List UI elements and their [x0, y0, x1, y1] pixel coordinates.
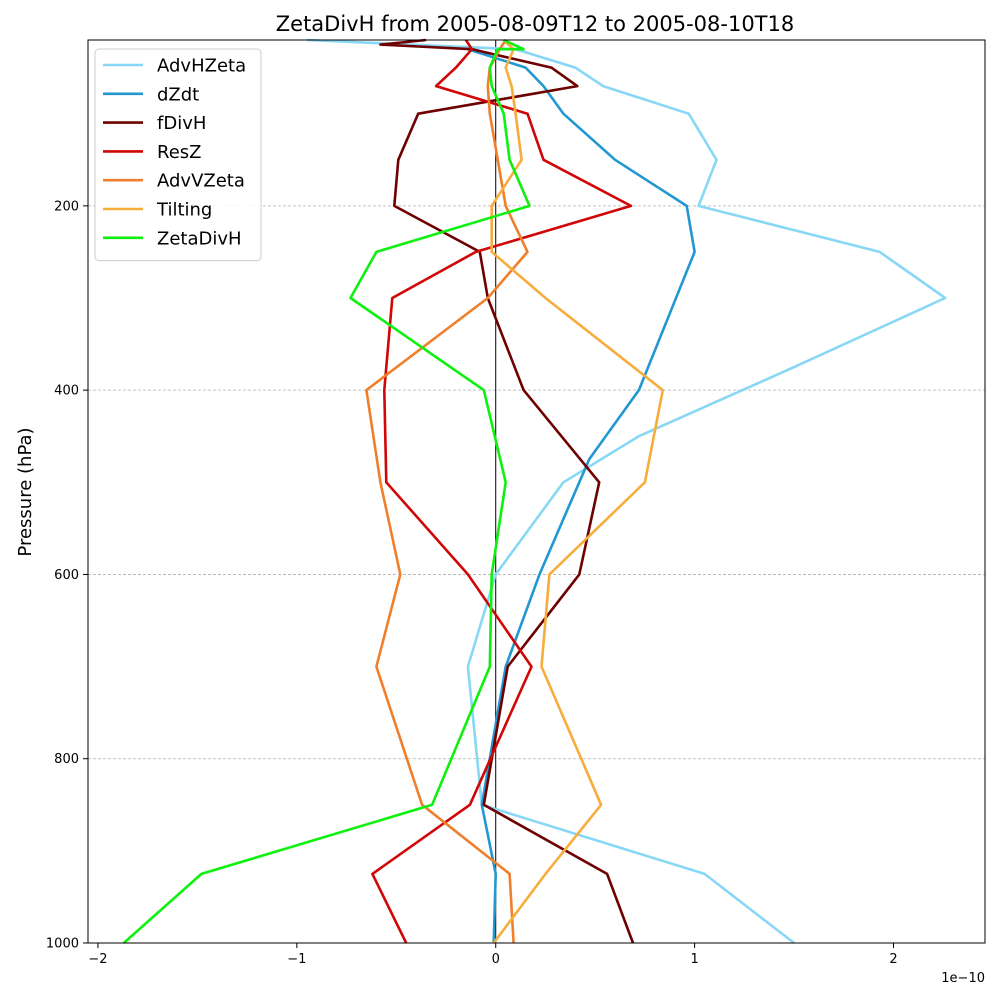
- x-tick-label: −1: [287, 952, 306, 967]
- y-axis-label: Pressure (hPa): [15, 427, 36, 556]
- y-tick-label: 1000: [46, 937, 79, 952]
- legend-label-advvzeta: AdvVZeta: [157, 171, 245, 192]
- axis-ticks: −2 −1 0 1 2 200 400 600 800 1000: [46, 199, 898, 967]
- series-line-tilting: [490, 39, 665, 944]
- series-line-advhzeta: [306, 38, 947, 945]
- y-tick-label: 400: [54, 384, 79, 399]
- legend-label-zetadivh: ZetaDivH: [157, 228, 242, 249]
- plot-frame: [87, 39, 986, 944]
- x-scale-label: 1e−10: [941, 971, 985, 986]
- y-tick-label: 800: [54, 752, 79, 767]
- x-tick-label: 1: [690, 952, 698, 967]
- y-tick-label: 200: [54, 199, 79, 214]
- legend-label-dzdt: dZdt: [157, 84, 199, 105]
- series-line-zetadivh: [122, 38, 531, 944]
- x-tick-label: 0: [492, 952, 500, 967]
- plot-area: [122, 38, 947, 945]
- legend-label-fdivh: fDivH: [157, 113, 206, 134]
- grid: [88, 40, 985, 943]
- y-tick-label: 600: [54, 568, 79, 583]
- legend-label-tilting: Tilting: [156, 200, 212, 221]
- chart-title: ZetaDivH from 2005-08-09T12 to 2005-08-1…: [276, 12, 794, 36]
- x-tick-label: 2: [889, 952, 897, 967]
- series-line-resz: [371, 39, 633, 944]
- legend: AdvHZeta dZdt fDivH ResZ AdvVZeta Tilting Zeta…: [94, 48, 262, 262]
- series-line-fdivh: [379, 38, 635, 944]
- x-tick-label: −2: [88, 952, 107, 967]
- legend-label-advhzeta: AdvHZeta: [157, 56, 246, 77]
- legend-label-resz: ResZ: [157, 142, 201, 163]
